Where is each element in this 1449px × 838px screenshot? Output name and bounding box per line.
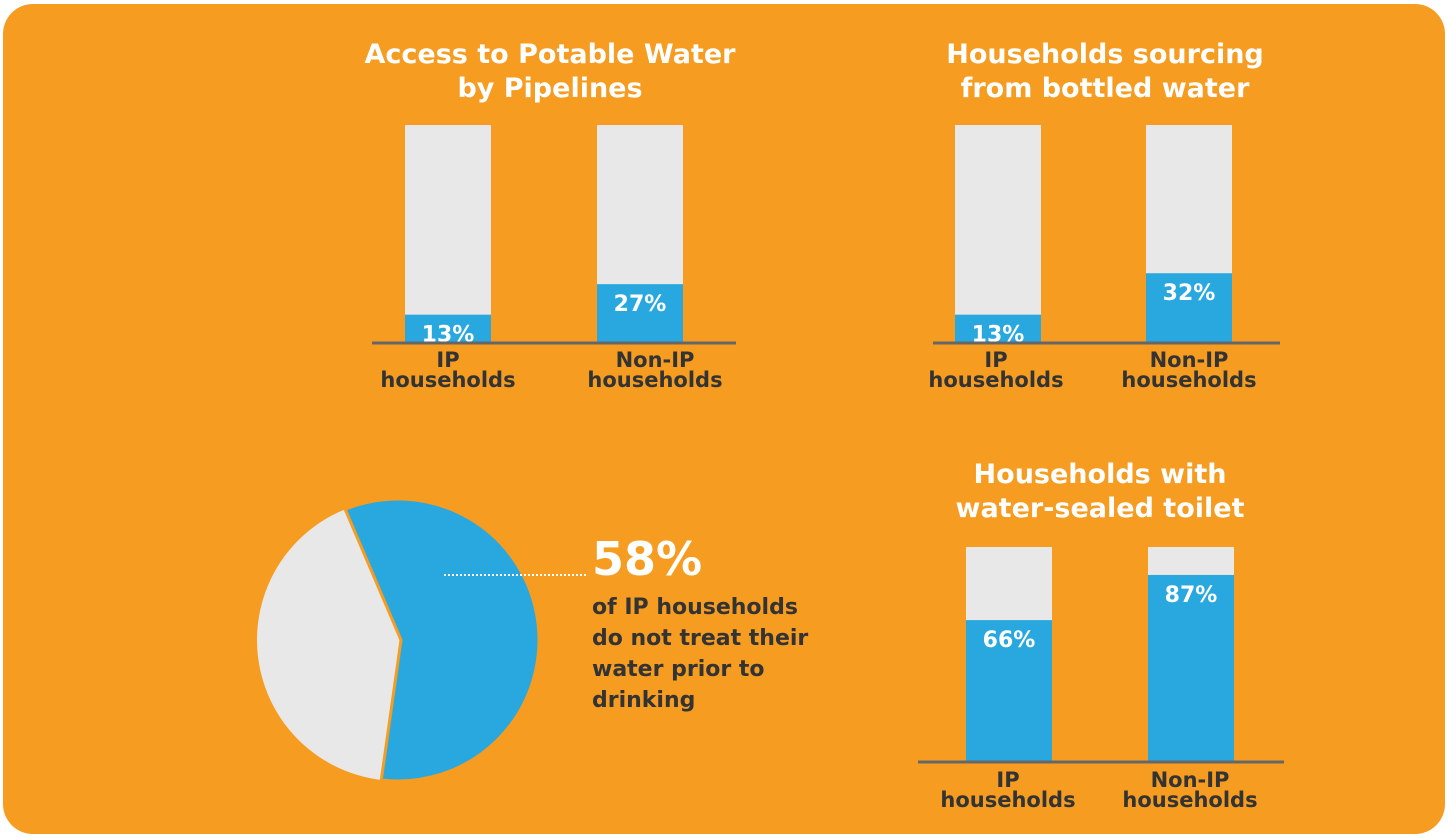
chart1-category-ip: IP households	[358, 350, 538, 390]
chart4-data-label-0: 66%	[983, 628, 1036, 653]
chart1-data-label-1: 27%	[614, 292, 667, 317]
chart4-category-non-ip: Non-IP households	[1100, 770, 1280, 810]
chart4-title: Households with water-sealed toilet	[900, 458, 1300, 526]
chart1-category-non-ip: Non-IP households	[565, 350, 745, 390]
pie-annotation: of IP households do not treat their wate…	[592, 592, 852, 716]
chart2-category-non-ip: Non-IP households	[1099, 350, 1279, 390]
chart2-title: Households sourcing from bottled water	[880, 38, 1330, 106]
pie-highlight-value: 58%	[592, 532, 702, 586]
chart1-title: Access to Potable Water by Pipelines	[330, 38, 770, 106]
chart4-category-ip: IP households	[918, 770, 1098, 810]
chart2-data-label-1: 32%	[1163, 281, 1216, 306]
chart2-category-ip: IP households	[906, 350, 1086, 390]
chart2-bar-track-0	[955, 125, 1041, 343]
chart1-bar-track-0	[405, 125, 491, 343]
chart4-data-label-1: 87%	[1165, 583, 1218, 608]
